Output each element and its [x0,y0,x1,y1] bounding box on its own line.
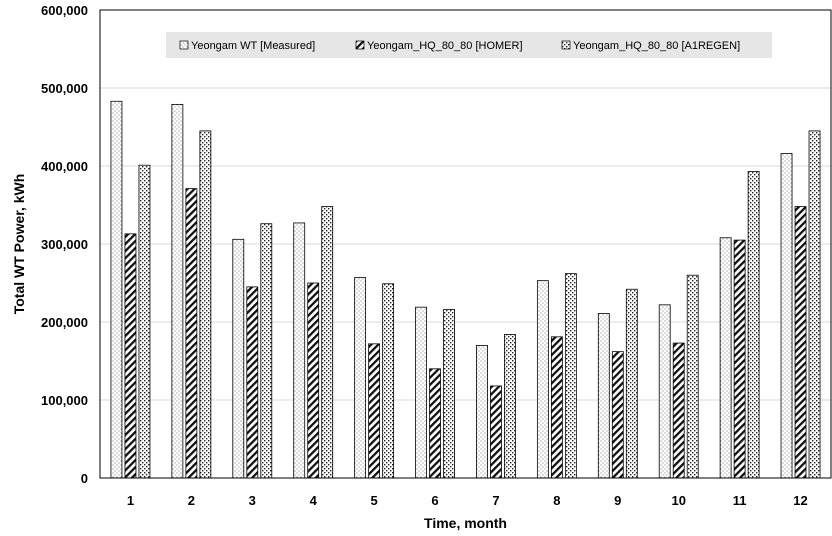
x-tick-label: 4 [310,493,318,508]
bar-diagonal [368,343,381,479]
bar-dots [658,304,671,479]
bar-crosshatch [199,130,212,479]
y-axis-ticks: 0 100,000 200,000 300,000 400,000 500,000 600,… [41,3,88,486]
bar-diagonal [124,233,137,479]
bar-diagonal [490,385,502,479]
x-axis-title: Time, month [424,515,507,531]
bar-crosshatch [686,274,699,479]
bar-dots [415,306,427,479]
bar-diagonal [246,286,259,479]
bar-diagonal [550,336,563,479]
x-tick-label: 11 [733,493,747,508]
bar-crosshatch [138,164,151,479]
legend-label: Yeongam_HQ_80_80 [A1REGEN] [573,40,740,52]
x-tick-label: 2 [188,493,195,508]
legend-swatch-diagonal [355,40,365,50]
x-tick-label: 1 [127,493,134,508]
x-tick-label: 12 [793,493,807,508]
y-tick-label: 500,000 [41,81,88,96]
legend-swatch-dots [179,40,189,50]
bar-dots [719,237,732,479]
bar-diagonal [307,282,320,479]
bar-dots [780,153,793,479]
bar-crosshatch [564,273,577,479]
bar-diagonal [672,342,685,479]
bar-crosshatch [260,223,273,479]
bar-dots [110,100,123,479]
bars [110,100,821,479]
plot-area-frame [99,9,832,479]
bar-crosshatch [747,171,760,479]
gridlines [100,87,831,401]
x-tick-label: 7 [492,493,499,508]
legend: Yeongam WT [Measured] Yeongam_HQ_80_80 [H… [166,32,772,58]
x-tick-label: 9 [614,493,621,508]
bar-crosshatch [625,288,638,479]
bar-diagonal [185,188,198,479]
y-tick-label: 400,000 [41,159,88,174]
bar-dots [597,313,610,479]
x-tick-label: 3 [249,493,256,508]
bar-crosshatch [504,334,516,479]
bar-dots [536,280,549,479]
x-tick-label: 5 [371,493,378,508]
bar-dots [232,238,245,479]
bar-dots [293,222,306,479]
y-tick-label: 0 [81,471,88,486]
legend-label: Yeongam_HQ_80_80 [HOMER] [367,40,523,52]
y-tick-label: 300,000 [41,237,88,252]
x-tick-label: 6 [431,493,438,508]
y-axis-title: Total WT Power, kWh [11,174,27,315]
y-tick-label: 600,000 [41,3,88,18]
x-axis-ticks: 1 2 3 4 5 6 7 8 9 10 11 12 [127,493,808,508]
y-tick-label: 100,000 [41,393,88,408]
bar-diagonal [611,351,624,479]
bar-dots [171,103,184,479]
x-tick-label: 10 [671,493,685,508]
bar-dots [476,344,488,479]
bar-dots [354,277,367,479]
bar-crosshatch [382,283,395,479]
x-tick-label: 8 [553,493,560,508]
y-tick-label: 200,000 [41,315,88,330]
legend-swatch-crosshatch [561,40,571,50]
bar-diagonal [794,206,807,479]
bar-diagonal [429,368,441,479]
legend-label: Yeongam WT [Measured] [191,40,315,52]
bar-diagonal [733,239,746,479]
legend-box [166,32,772,58]
bar-crosshatch [443,309,455,479]
bar-crosshatch [321,206,334,479]
bar-crosshatch [808,130,821,479]
